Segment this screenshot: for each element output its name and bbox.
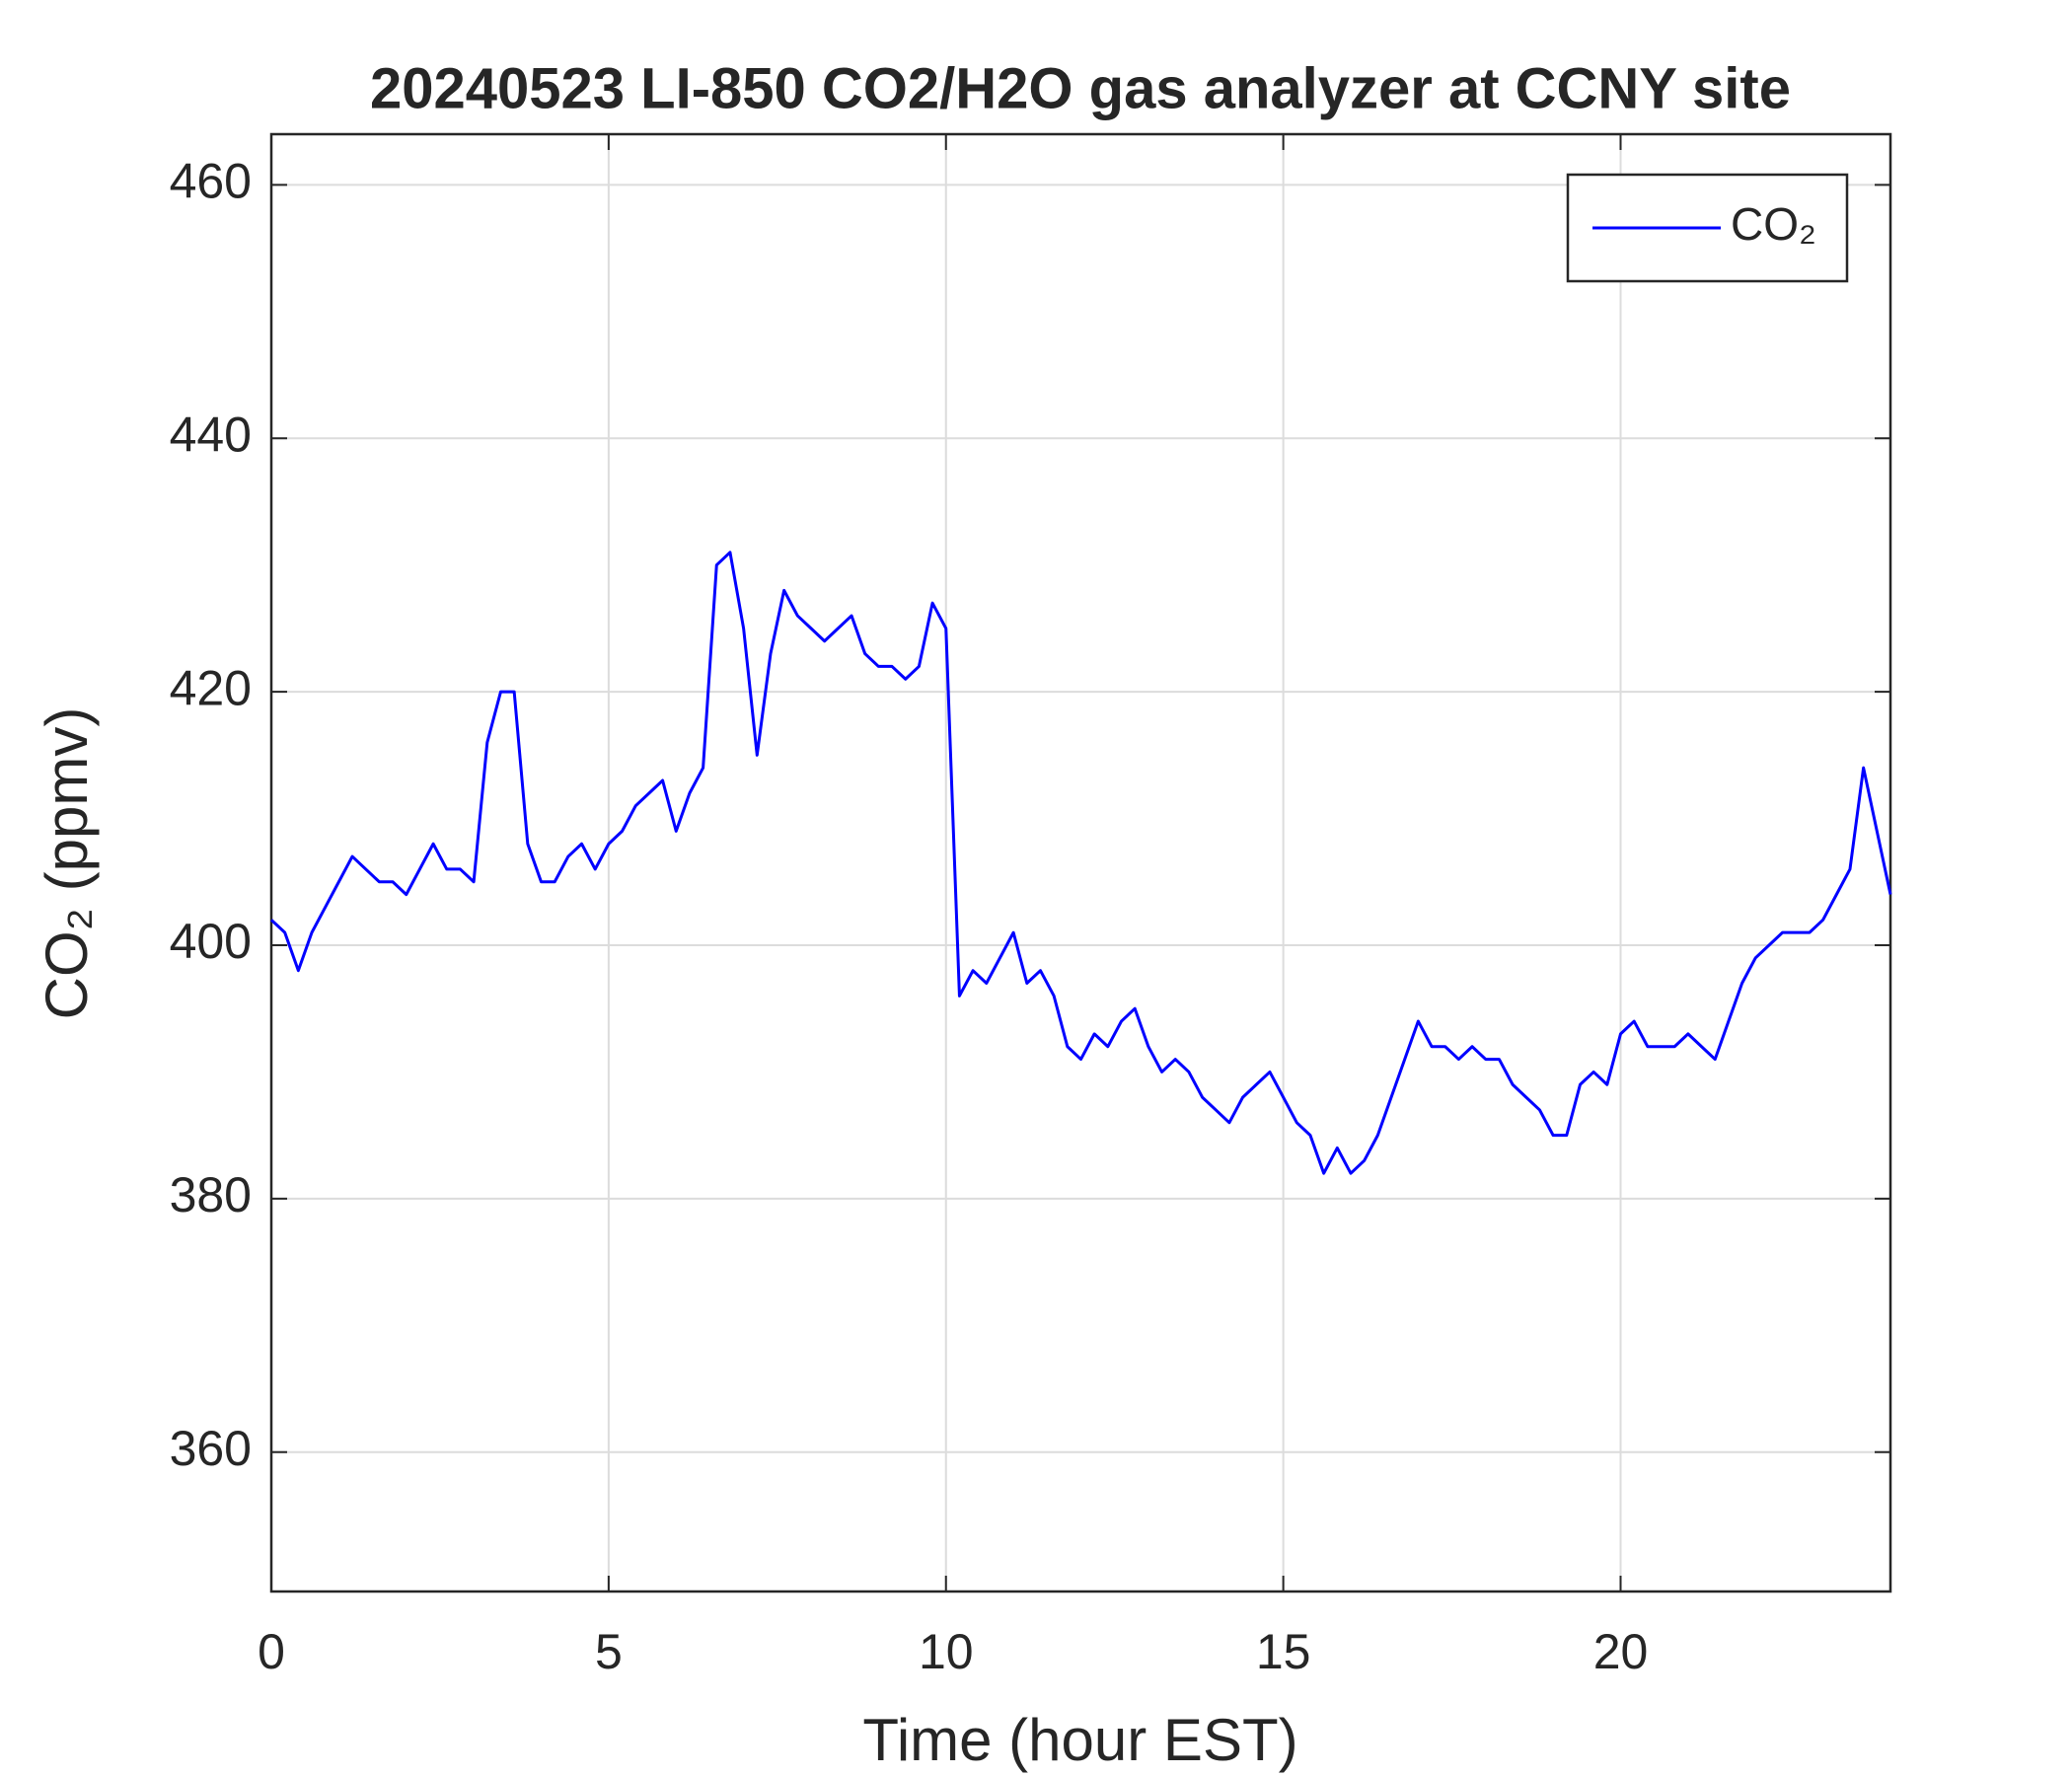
x-tick-label: 5 [595, 1624, 623, 1679]
y-tick-label: 400 [170, 914, 252, 969]
data-line [269, 551, 1892, 1175]
x-axis-label: Time (hour EST) [862, 1707, 1297, 1773]
x-tick-label: 20 [1593, 1624, 1649, 1679]
x-tick-label: 15 [1256, 1624, 1311, 1679]
y-tick-label: 460 [170, 154, 252, 209]
plot-frame [269, 132, 1892, 1593]
y-tick-label: 420 [170, 660, 252, 715]
x-tick-label: 0 [258, 1624, 285, 1679]
y-axis-label: CO₂ (ppmv) [34, 707, 100, 1020]
y-tick-label: 360 [170, 1421, 252, 1476]
legend-label: CO₂ [1731, 198, 1816, 250]
y-tick-label: 380 [170, 1167, 252, 1222]
chart-title: 20240523 LI-850 CO2/H2O gas analyzer at … [370, 56, 1791, 120]
y-tick-label: 440 [170, 407, 252, 462]
x-tick-label: 10 [919, 1624, 974, 1679]
